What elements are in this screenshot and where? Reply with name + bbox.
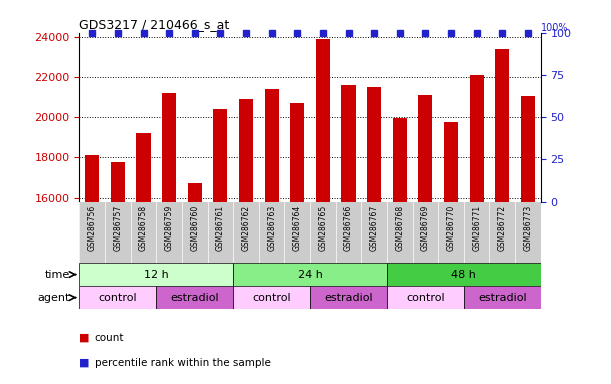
Text: GSM286773: GSM286773 bbox=[524, 205, 532, 251]
Text: 100%: 100% bbox=[541, 23, 568, 33]
Bar bbox=[290, 103, 304, 202]
Text: control: control bbox=[406, 293, 445, 303]
Bar bbox=[464, 286, 541, 309]
Text: agent: agent bbox=[38, 293, 70, 303]
Text: GSM286767: GSM286767 bbox=[370, 205, 379, 251]
Text: GSM286772: GSM286772 bbox=[498, 205, 507, 251]
Text: GSM286768: GSM286768 bbox=[395, 205, 404, 251]
Text: time: time bbox=[45, 270, 70, 280]
Text: GSM286761: GSM286761 bbox=[216, 205, 225, 251]
Text: GSM286756: GSM286756 bbox=[88, 205, 97, 251]
Bar bbox=[387, 286, 464, 309]
Bar bbox=[156, 286, 233, 309]
Bar bbox=[367, 87, 381, 202]
Text: estradiol: estradiol bbox=[170, 293, 219, 303]
Bar bbox=[79, 286, 156, 309]
Bar bbox=[419, 95, 433, 202]
Bar bbox=[316, 39, 330, 202]
Bar bbox=[162, 93, 176, 202]
Text: ■: ■ bbox=[79, 333, 90, 343]
Text: GSM286765: GSM286765 bbox=[318, 205, 327, 251]
Text: control: control bbox=[98, 293, 137, 303]
Text: GSM286764: GSM286764 bbox=[293, 205, 302, 251]
Text: GSM286758: GSM286758 bbox=[139, 205, 148, 251]
Bar bbox=[310, 286, 387, 309]
Text: estradiol: estradiol bbox=[324, 293, 373, 303]
Text: 48 h: 48 h bbox=[452, 270, 477, 280]
Text: GSM286766: GSM286766 bbox=[344, 205, 353, 251]
Text: control: control bbox=[252, 293, 291, 303]
Bar bbox=[387, 263, 541, 286]
Text: GSM286771: GSM286771 bbox=[472, 205, 481, 251]
Bar bbox=[79, 263, 233, 286]
Bar bbox=[136, 133, 150, 202]
Text: 12 h: 12 h bbox=[144, 270, 169, 280]
Text: GDS3217 / 210466_s_at: GDS3217 / 210466_s_at bbox=[79, 18, 230, 31]
Bar bbox=[85, 156, 100, 202]
Text: ■: ■ bbox=[79, 358, 90, 368]
Bar bbox=[265, 89, 279, 202]
Bar bbox=[111, 162, 125, 202]
Bar bbox=[444, 122, 458, 202]
Bar bbox=[470, 75, 484, 202]
Bar bbox=[521, 96, 535, 202]
Bar bbox=[233, 263, 387, 286]
Bar bbox=[342, 85, 356, 202]
Text: estradiol: estradiol bbox=[478, 293, 527, 303]
Text: GSM286763: GSM286763 bbox=[267, 205, 276, 251]
Text: GSM286757: GSM286757 bbox=[114, 205, 122, 251]
Text: GSM286770: GSM286770 bbox=[447, 205, 456, 251]
Text: percentile rank within the sample: percentile rank within the sample bbox=[95, 358, 271, 368]
Bar bbox=[188, 184, 202, 202]
Text: GSM286760: GSM286760 bbox=[190, 205, 199, 251]
Bar bbox=[239, 99, 253, 202]
Text: count: count bbox=[95, 333, 124, 343]
Bar bbox=[496, 49, 510, 202]
Bar bbox=[233, 286, 310, 309]
Text: GSM286769: GSM286769 bbox=[421, 205, 430, 251]
Bar bbox=[213, 109, 227, 202]
Text: GSM286762: GSM286762 bbox=[241, 205, 251, 251]
Text: GSM286759: GSM286759 bbox=[164, 205, 174, 251]
Text: 24 h: 24 h bbox=[298, 270, 323, 280]
Bar bbox=[393, 118, 407, 202]
